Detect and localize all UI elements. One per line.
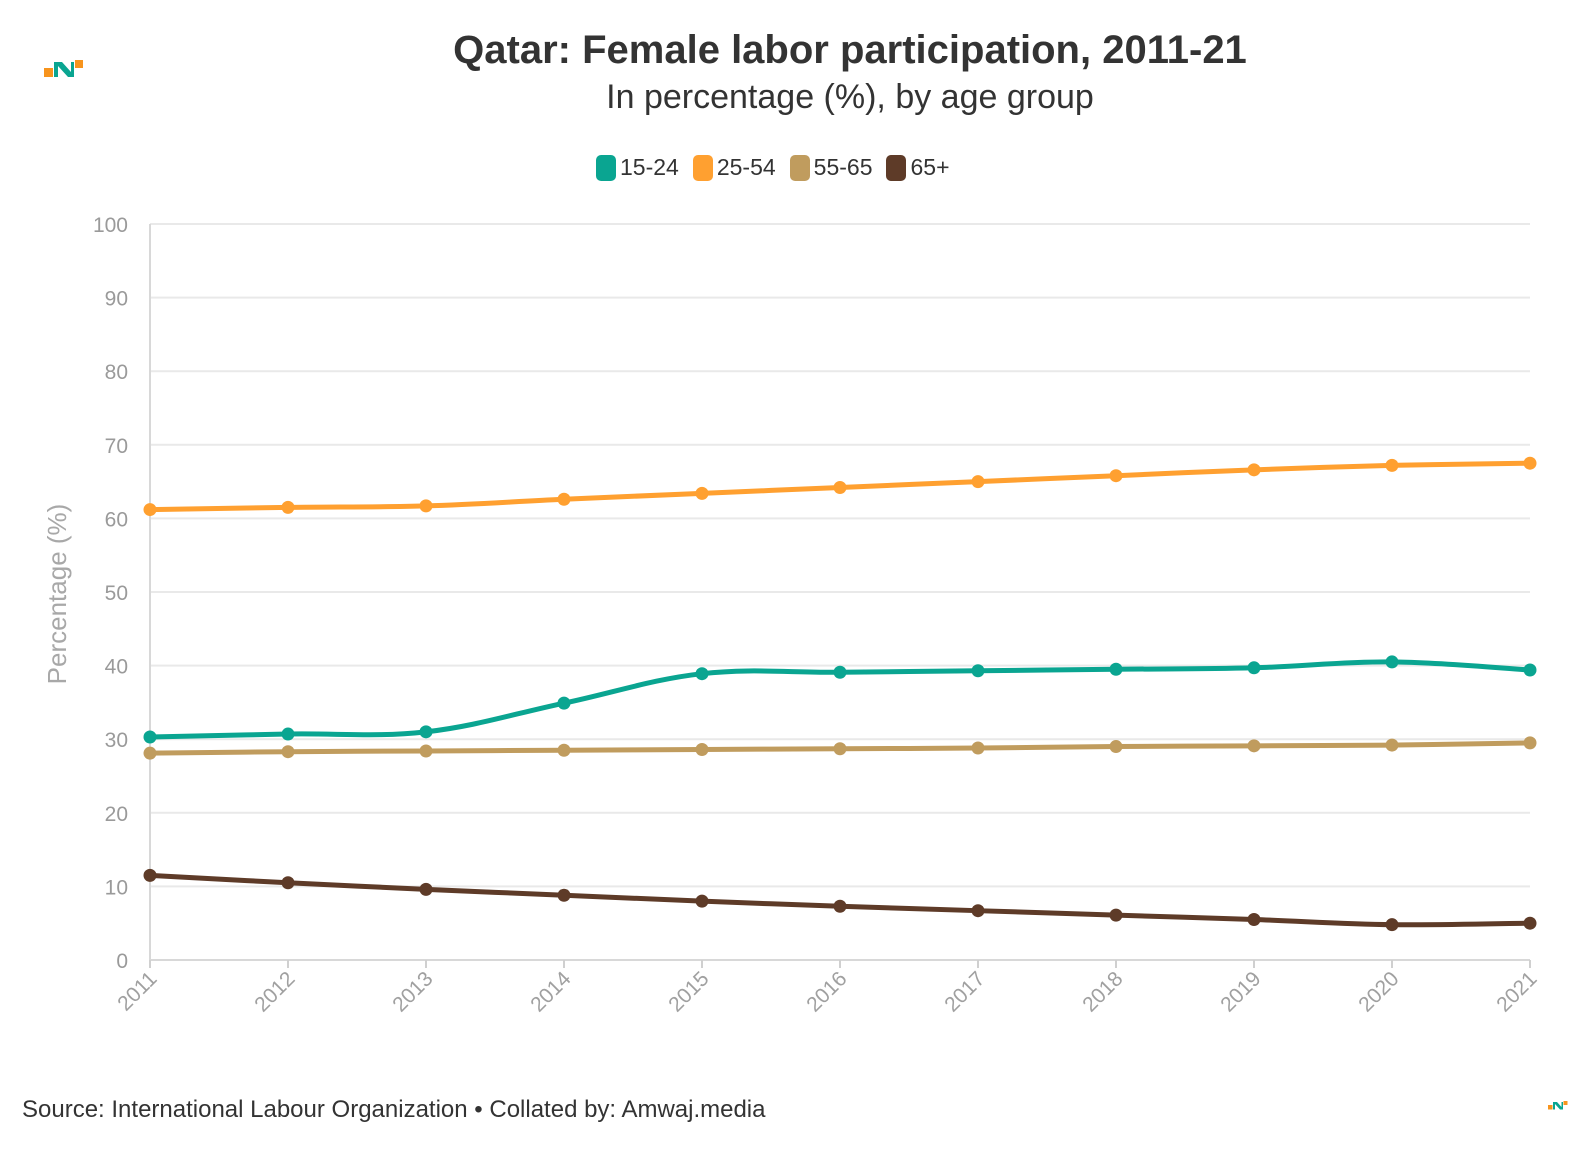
data-point-65-plus-2014 [557,888,571,902]
data-point-15-24-2017 [971,664,985,678]
data-point-25-54-2013 [419,499,433,513]
chart-subtitle: In percentage (%), by age group [606,78,1094,116]
data-point-65-plus-2012 [281,876,295,890]
y-tick-label: 70 [105,435,128,458]
data-point-65-plus-2011 [143,868,157,882]
data-point-55-65-2012 [281,745,295,759]
x-tick-label: 2014 [526,967,576,1017]
y-tick-label: 30 [105,729,128,752]
data-point-55-65-2011 [143,746,157,760]
data-point-65-plus-2016 [833,899,847,913]
data-point-65-plus-2021 [1523,916,1537,930]
data-point-55-65-2015 [695,743,709,757]
data-point-25-54-2016 [833,480,847,494]
data-point-55-65-2020 [1385,738,1399,752]
data-point-55-65-2013 [419,744,433,758]
data-point-15-24-2011 [143,730,157,744]
x-tick-label: 2015 [664,967,713,1016]
amwaj-logo-icon [44,60,83,77]
data-point-15-24-2019 [1247,661,1261,675]
x-tick-label: 2017 [940,967,989,1016]
x-tick-label: 2013 [388,967,437,1016]
legend-swatch-65-plus [886,154,907,181]
data-point-25-54-2014 [557,492,571,506]
data-point-65-plus-2017 [971,904,985,918]
data-point-25-54-2011 [143,503,157,517]
legend-swatch-25-54 [692,154,713,181]
y-tick-label: 50 [105,582,128,605]
y-tick-label: 20 [105,803,128,826]
data-point-55-65-2021 [1523,736,1537,750]
x-tick-label: 2012 [250,967,299,1016]
y-tick-label: 10 [105,876,128,899]
y-tick-label: 100 [93,214,128,237]
data-point-15-24-2016 [833,665,847,679]
legend-label-25-54: 25-54 [716,154,776,180]
legend-label-15-24: 15-24 [620,154,679,180]
y-tick-label: 60 [105,508,128,531]
amwaj-small-logo-icon [1548,1101,1568,1110]
x-tick-label: 2016 [802,967,851,1016]
data-point-25-54-2019 [1247,463,1261,477]
data-point-15-24-2015 [695,667,709,681]
x-tick-label: 2019 [1216,967,1265,1016]
source-footer: Source: International Labour Organizatio… [22,1096,766,1123]
data-point-15-24-2020 [1385,655,1399,669]
data-point-65-plus-2018 [1109,908,1123,922]
y-tick-label: 80 [105,361,128,384]
legend-item-15-24[interactable]: 15-24 [596,154,679,181]
data-point-15-24-2014 [557,696,571,710]
legend-swatch-55-65 [789,154,810,181]
chart-title: Qatar: Female labor participation, 2011-… [453,28,1247,72]
legend-label-65-plus: 65+ [910,154,950,180]
legend-item-55-65[interactable]: 55-65 [789,154,873,181]
legend-swatch-15-24 [596,154,616,181]
legend: 15-24 25-54 55-65 65+ [596,154,950,181]
data-point-65-plus-2013 [419,882,433,896]
y-tick-label: 0 [116,950,128,973]
data-point-25-54-2020 [1385,458,1399,472]
legend-label-55-65: 55-65 [813,154,873,180]
data-point-65-plus-2020 [1385,918,1399,932]
data-point-15-24-2018 [1109,662,1123,676]
data-point-55-65-2014 [557,743,571,757]
y-axis-title: Percentage (%) [42,504,72,685]
data-point-15-24-2013 [419,725,433,739]
x-tick-label: 2018 [1078,967,1127,1016]
data-point-25-54-2015 [695,486,709,500]
data-point-55-65-2016 [833,742,847,756]
data-point-25-54-2012 [281,500,295,514]
data-point-65-plus-2019 [1247,913,1261,927]
data-point-55-65-2018 [1109,740,1123,754]
data-point-65-plus-2015 [695,894,709,908]
data-point-25-54-2017 [971,475,985,489]
data-point-25-54-2018 [1109,469,1123,483]
legend-item-65-plus[interactable]: 65+ [886,154,950,181]
x-tick-label: 2011 [113,967,161,1015]
data-point-15-24-2021 [1523,663,1537,677]
y-tick-label: 40 [105,656,128,679]
x-tick-label: 2021 [1492,967,1541,1016]
legend-item-25-54[interactable]: 25-54 [692,154,776,181]
data-point-15-24-2012 [281,727,295,741]
data-point-25-54-2021 [1523,456,1537,470]
x-tick-label: 2020 [1354,967,1403,1016]
data-point-55-65-2017 [971,741,985,755]
data-point-55-65-2019 [1247,739,1261,753]
y-tick-label: 90 [105,288,128,311]
